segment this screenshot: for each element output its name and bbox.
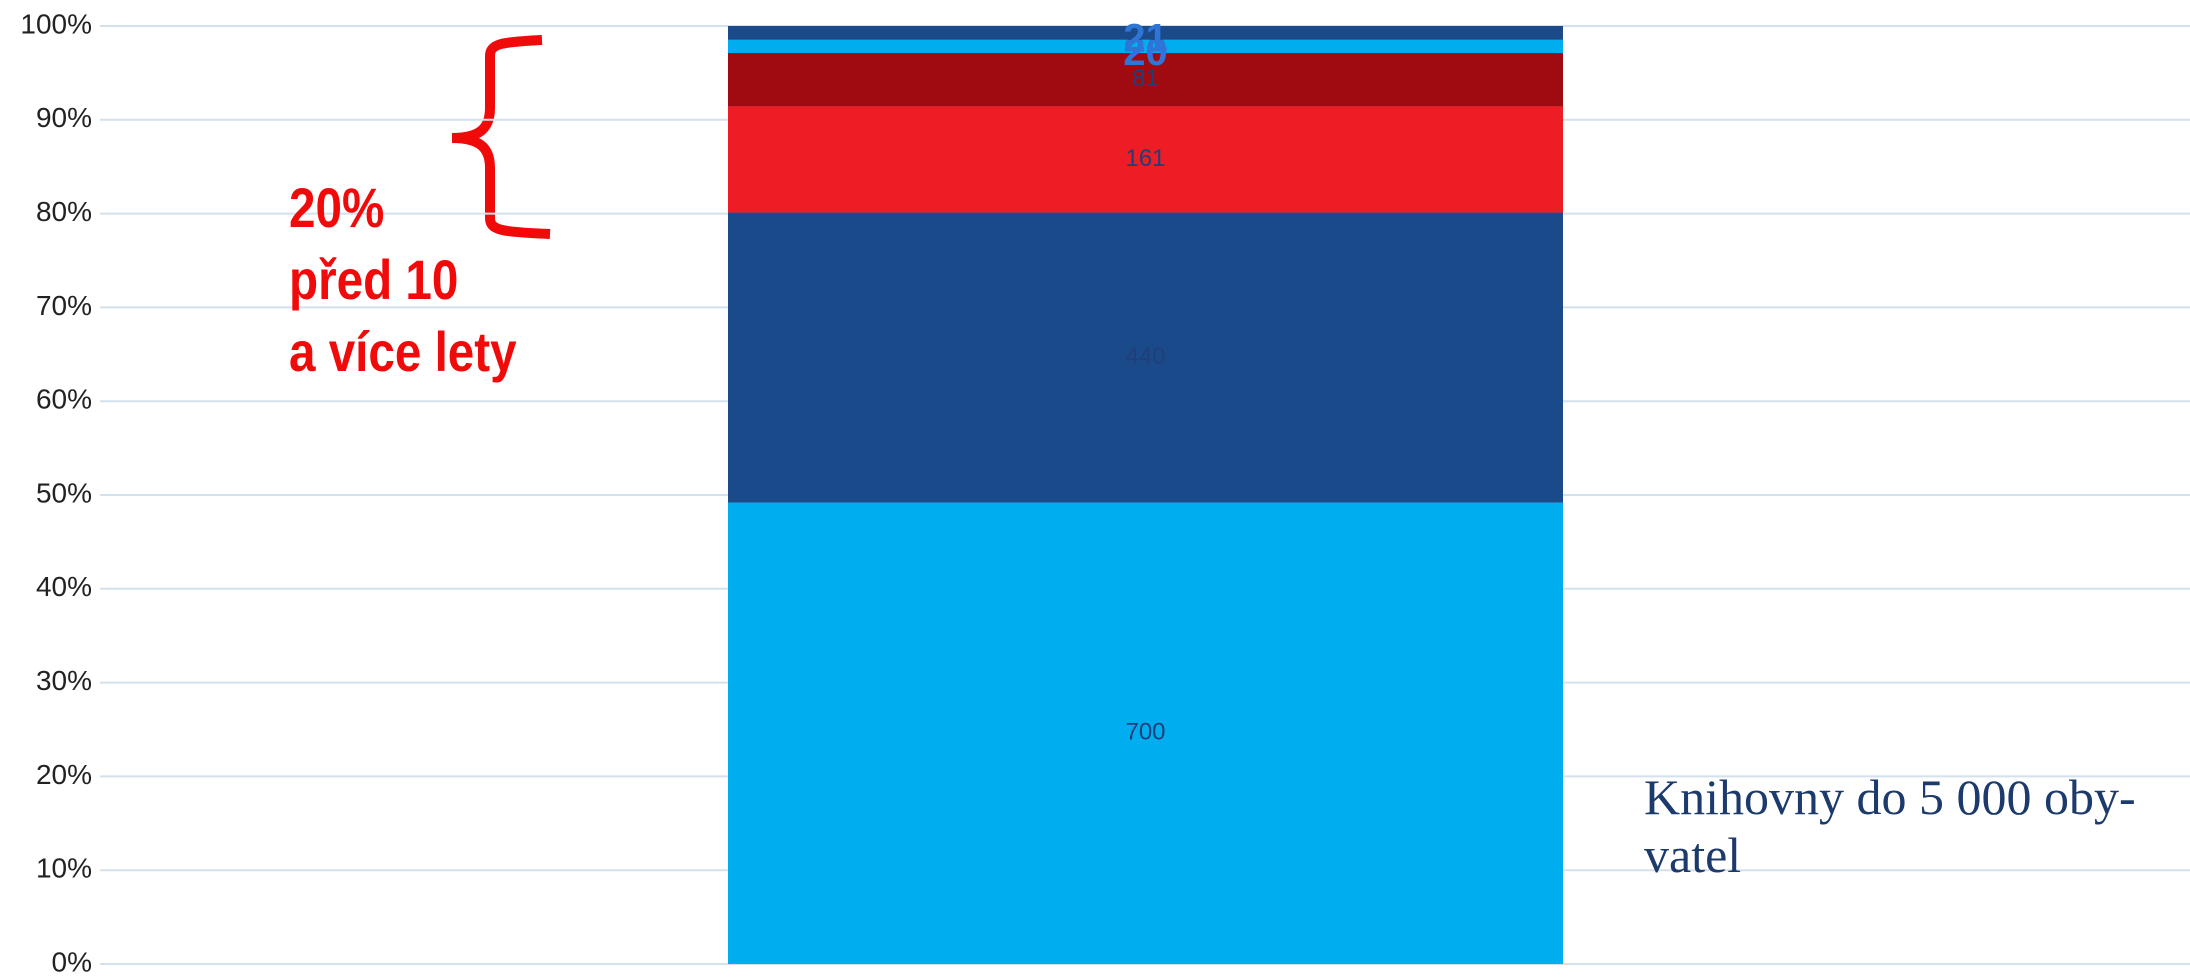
y-tick-label: 30% bbox=[36, 665, 92, 696]
y-tick-label: 70% bbox=[36, 290, 92, 321]
data-label: 21 bbox=[1123, 16, 1168, 60]
y-tick-label: 60% bbox=[36, 384, 92, 415]
data-label: 440 bbox=[1125, 343, 1165, 370]
y-tick-label: 80% bbox=[36, 196, 92, 227]
category-label: Knihovny do 5 000 oby-vatel bbox=[1644, 769, 2136, 883]
data-label: 81 bbox=[1132, 65, 1159, 92]
y-tick-label: 10% bbox=[36, 853, 92, 884]
bar-segment bbox=[728, 502, 1563, 964]
bar-segment bbox=[728, 212, 1563, 503]
data-label: 700 bbox=[1125, 719, 1165, 746]
bar-segment bbox=[728, 39, 1563, 54]
annotation: 20% před 10 a více lety bbox=[289, 176, 517, 383]
y-tick-label: 40% bbox=[36, 571, 92, 602]
bar-segment bbox=[728, 106, 1563, 213]
y-tick-label: 20% bbox=[36, 759, 92, 790]
bar-segment bbox=[728, 53, 1563, 107]
data-label: 161 bbox=[1125, 145, 1165, 172]
brace bbox=[451, 35, 551, 239]
y-tick-label: 100% bbox=[20, 8, 92, 39]
bar-segment bbox=[728, 26, 1563, 40]
y-tick-label: 50% bbox=[36, 477, 92, 508]
y-tick-label: 0% bbox=[52, 946, 92, 977]
y-tick-label: 90% bbox=[36, 102, 92, 133]
